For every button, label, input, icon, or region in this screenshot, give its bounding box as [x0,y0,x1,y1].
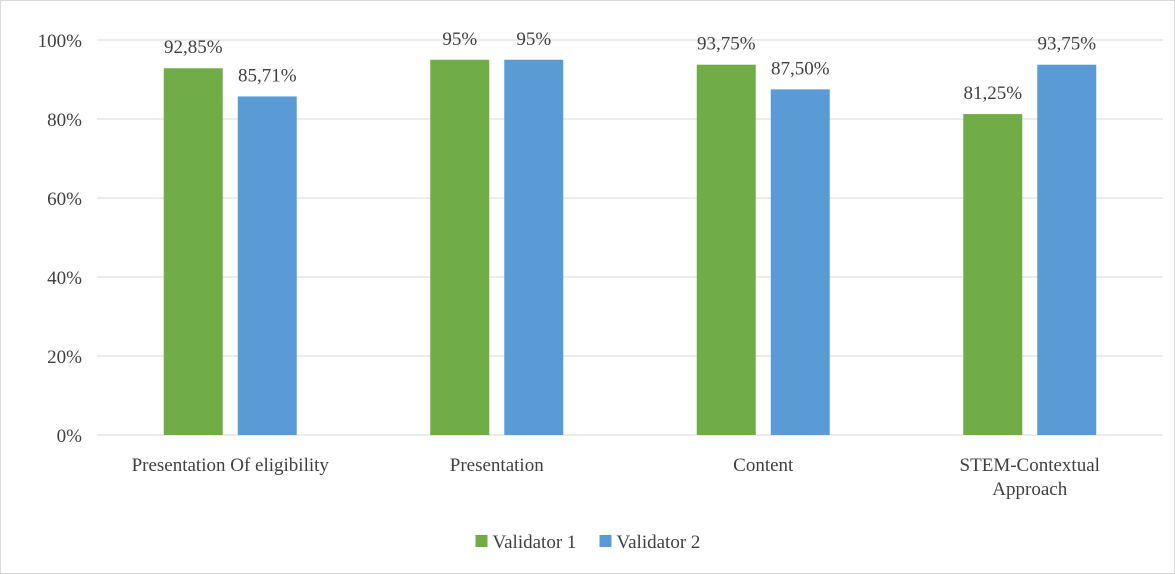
data-label: 81,25% [963,83,1022,104]
bar-2 [1037,64,1097,435]
bar-1 [430,59,490,435]
bar-2 [770,89,830,435]
bar-1 [963,114,1023,435]
bar-2 [237,96,297,436]
legend-label: Validator 2 [617,532,701,553]
legend-swatch [599,535,612,547]
legend-swatch [475,535,488,547]
x-category-label: Approach [992,479,1067,500]
x-category-label: Content [733,455,794,476]
x-category-label: Presentation Of eligibility [132,455,330,476]
x-category-label: Presentation [450,455,544,476]
bar-1 [163,68,223,436]
y-tick-label: 60% [47,189,82,210]
data-label: 87,50% [771,58,830,79]
data-label: 93,75% [697,34,756,55]
bar-1 [696,64,756,435]
data-label: 93,75% [1037,34,1096,55]
bar-2 [504,59,564,435]
data-label: 92,85% [164,37,223,58]
y-tick-label: 0% [57,426,83,447]
data-label: 95% [516,29,551,50]
x-category-label: STEM-Contextual [960,455,1100,476]
data-label: 95% [442,29,477,50]
legend-label: Validator 1 [493,532,577,553]
y-tick-label: 80% [47,110,82,131]
y-tick-label: 20% [47,347,82,368]
data-label: 85,71% [238,65,297,86]
y-tick-label: 100% [38,31,83,52]
y-tick-label: 40% [47,268,82,289]
